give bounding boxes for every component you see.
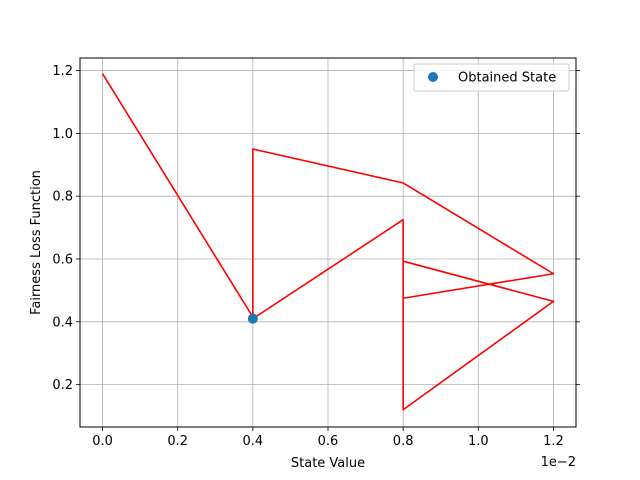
x-tick-label: 1.0 [468, 434, 489, 449]
y-tick-label: 0.4 [52, 315, 73, 330]
y-tick-label: 1.2 [52, 64, 73, 79]
y-axis-label: Fairness Loss Function [29, 170, 44, 315]
x-axis-label: State Value [291, 456, 365, 471]
legend-marker-obtained-state [428, 72, 438, 82]
x-tick-label: 0.2 [167, 434, 188, 449]
x-tick-label: 0.6 [318, 434, 339, 449]
legend: Obtained State [413, 63, 570, 92]
ticks: 0.0 0.2 0.4 0.6 0.8 1.0 1.2 0.2 0.4 0.6 0.8 1.0 1.2 [52, 64, 580, 449]
x-tick-label: 0.4 [243, 434, 264, 449]
plot-data [101, 73, 555, 411]
x-tick-label: 0.0 [92, 434, 113, 449]
x-tick-label: 1.2 [543, 434, 564, 449]
scatter-point-obtained-state [247, 313, 258, 324]
x-tick-label: 0.8 [393, 434, 414, 449]
legend-box [413, 63, 570, 92]
y-tick-label: 0.2 [52, 378, 73, 393]
x-offset-label: 1e−2 [541, 455, 576, 470]
y-tick-label: 1.0 [52, 127, 73, 142]
y-tick-label: 0.8 [52, 190, 73, 205]
legend-label-obtained-state: Obtained State [458, 71, 556, 86]
series-line [101, 73, 555, 411]
y-tick-label: 0.6 [52, 252, 73, 267]
plot-frame [79, 57, 577, 428]
